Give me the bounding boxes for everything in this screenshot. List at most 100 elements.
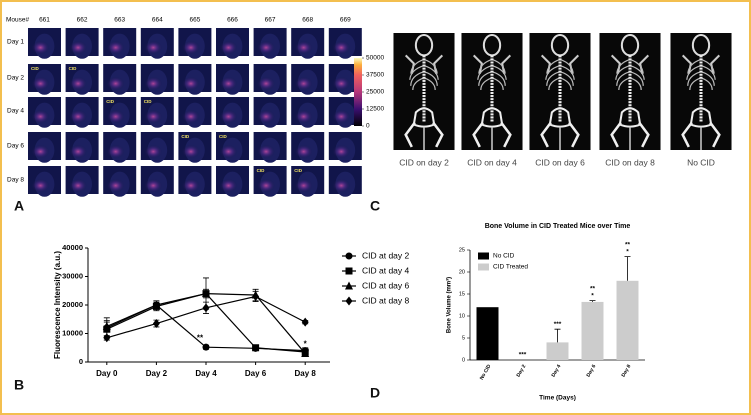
mouse-id: 667 xyxy=(265,17,276,24)
error-bar xyxy=(589,300,596,302)
signal-glow xyxy=(31,144,50,159)
imaging-panel: 661 662 663 664 665 666 667 668 669 Day 1 Day 2 CID… xyxy=(7,17,384,197)
signal-glow xyxy=(31,76,50,91)
xray-label: No CID xyxy=(687,157,715,167)
signal-glow xyxy=(257,109,276,124)
y-tick-label: 5 xyxy=(462,335,465,341)
legend-swatch xyxy=(478,252,489,260)
signal-glow xyxy=(69,178,88,193)
legend-marker xyxy=(345,281,353,290)
y-tick-label: 10 xyxy=(459,313,465,319)
signal-glow xyxy=(31,40,50,55)
data-point xyxy=(102,321,111,330)
day-label: Day 1 xyxy=(7,39,24,46)
y-tick-label: 10000 xyxy=(62,328,83,337)
y-tick-label: 25 xyxy=(459,247,465,253)
signal-glow xyxy=(332,40,351,55)
chart-title: Bone Volume in CID Treated Mice over Tim… xyxy=(485,223,631,230)
signal-glow xyxy=(69,144,88,159)
mouse-id: 668 xyxy=(302,17,313,24)
xray-image xyxy=(599,33,661,150)
panel-letter: A xyxy=(14,198,24,214)
signal-glow xyxy=(106,144,125,159)
cid-marker: CID xyxy=(181,134,190,139)
signal-glow xyxy=(181,144,200,159)
signal-glow xyxy=(294,76,313,91)
y-tick-label: 20000 xyxy=(62,300,83,309)
panel-letter: C xyxy=(370,198,380,214)
data-point xyxy=(152,319,160,329)
mouse-id: 669 xyxy=(340,17,351,24)
error-bar xyxy=(554,328,561,343)
signal-glow xyxy=(181,40,200,55)
mouse-id: 664 xyxy=(152,17,163,24)
y-axis-label: Bone Volume (mm³) xyxy=(446,277,453,333)
signal-glow xyxy=(144,144,163,159)
mouse-id: 663 xyxy=(114,17,125,24)
mouse-id: 665 xyxy=(189,17,200,24)
cid-marker: CID xyxy=(294,168,303,173)
cid-marker: CID xyxy=(31,66,40,71)
x-tick-label: Day 2 xyxy=(516,363,528,378)
xray-label: CID on day 6 xyxy=(535,157,585,167)
signal-glow xyxy=(31,178,50,193)
signal-glow xyxy=(219,40,238,55)
annotation: * xyxy=(304,340,308,349)
colorbar-tick-label: 0 xyxy=(366,123,370,130)
signal-glow xyxy=(257,144,276,159)
signal-glow xyxy=(294,178,313,193)
bar xyxy=(616,280,639,360)
signal-glow xyxy=(106,40,125,55)
signal-glow xyxy=(332,76,351,91)
signal-glow xyxy=(257,40,276,55)
bar xyxy=(546,342,569,360)
mouse-id: 661 xyxy=(39,17,50,24)
day-label: Day 4 xyxy=(7,108,24,115)
signal-glow xyxy=(332,109,351,124)
cid-marker: CID xyxy=(69,66,78,71)
signal-glow xyxy=(106,76,125,91)
x-tick-label: Day 4 xyxy=(195,369,217,378)
colorbar-tick-label: 50000 xyxy=(366,55,384,62)
signal-glow xyxy=(69,40,88,55)
signal-glow xyxy=(144,178,163,193)
signal-glow xyxy=(257,76,276,91)
imaging-header: Mouse# xyxy=(6,17,30,24)
data-point xyxy=(252,291,260,301)
x-tick-label: Day 6 xyxy=(245,369,267,378)
colorbar-tick-label: 12500 xyxy=(366,106,384,113)
legend-swatch xyxy=(478,263,489,271)
legend-label: CID Treated xyxy=(493,264,528,271)
signal-glow xyxy=(332,178,351,193)
signal-glow xyxy=(219,178,238,193)
line-chart: 0 10000 20000 30000 40000 Day 0 Day 2 Day 4 Day … xyxy=(53,243,409,378)
signal-glow xyxy=(219,76,238,91)
cid-marker: CID xyxy=(219,134,228,139)
colorbar-tick-label: 25000 xyxy=(366,89,384,96)
cid-marker: CID xyxy=(144,99,153,104)
signal-glow xyxy=(181,109,200,124)
legend-marker xyxy=(345,296,353,306)
signal-glow xyxy=(31,109,50,124)
panel-letter: D xyxy=(370,385,380,401)
legend-marker xyxy=(345,252,353,260)
significance-label: *** xyxy=(554,321,562,328)
xray-label: CID on day 2 xyxy=(399,157,449,167)
data-point xyxy=(103,333,111,343)
y-tick-label: 40000 xyxy=(62,243,83,252)
signal-glow xyxy=(106,178,125,193)
signal-glow xyxy=(106,109,125,124)
day-label: Day 6 xyxy=(7,143,24,150)
error-bar xyxy=(624,256,631,281)
significance-label: ** xyxy=(590,285,596,292)
signal-glow xyxy=(294,109,313,124)
signal-glow xyxy=(257,178,276,193)
legend-label: CID at day 8 xyxy=(362,295,410,305)
significance-label: ** xyxy=(625,241,631,248)
xray-panel: CID on day 2 CID on day 4 CID on day 6 CID … xyxy=(393,33,732,167)
day-label: Day 2 xyxy=(7,75,24,82)
x-tick-label: Day 2 xyxy=(146,369,168,378)
data-point xyxy=(152,300,161,309)
x-tick-label: Day 0 xyxy=(96,369,118,378)
